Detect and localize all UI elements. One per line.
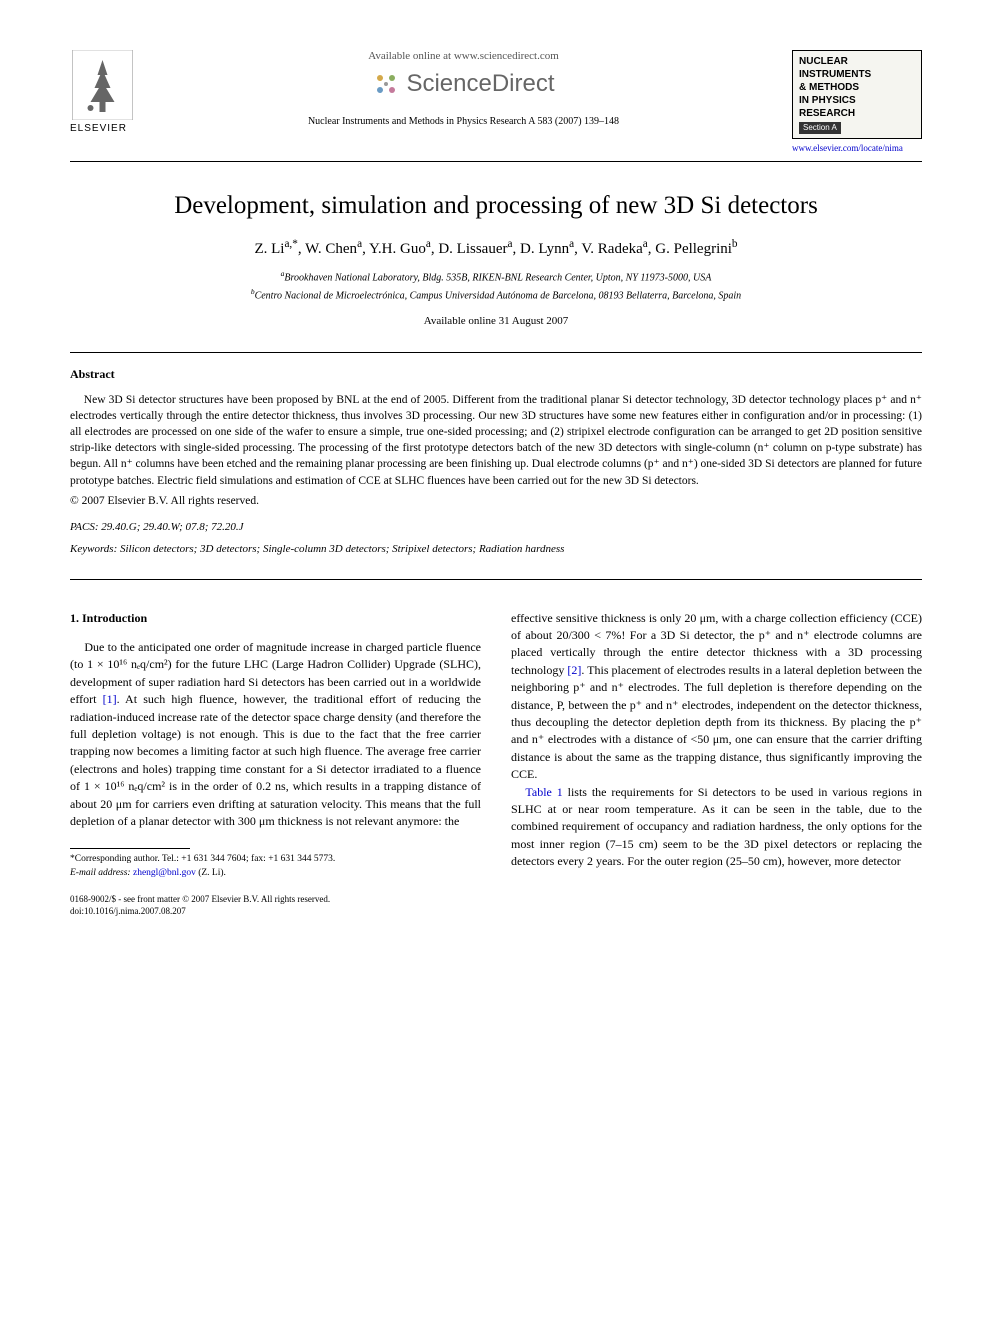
body-paragraph: Table 1 lists the requirements for Si de… [511,784,922,871]
affiliation-b: bCentro Nacional de Microelectrónica, Ca… [70,286,922,303]
body-two-column: 1. Introduction Due to the anticipated o… [70,610,922,918]
journal-homepage-link[interactable]: www.elsevier.com/locate/nima [792,143,922,153]
ref-link-2[interactable]: [2] [567,663,581,677]
column-left: 1. Introduction Due to the anticipated o… [70,610,481,918]
sciencedirect-logo: ScienceDirect [155,70,772,98]
footer-line1: 0168-9002/$ - see front matter © 2007 El… [70,894,481,906]
authors-list: Z. Lia,*, W. Chena, Y.H. Guoa, D. Lissau… [70,238,922,258]
journal-info-block: NUCLEAR INSTRUMENTS & METHODS IN PHYSICS… [792,50,922,153]
affiliations-block: aBrookhaven National Laboratory, Bldg. 5… [70,268,922,303]
keywords-line: Keywords: Silicon detectors; 3D detector… [70,543,922,555]
affiliation-a: aBrookhaven National Laboratory, Bldg. 5… [70,268,922,285]
journal-section-badge: Section A [799,122,841,134]
section-1-heading: 1. Introduction [70,610,481,627]
footer-doi: doi:10.1016/j.nima.2007.08.207 [70,906,481,918]
journal-box-line: IN PHYSICS [799,94,915,107]
corresponding-author-footnote: *Corresponding author. Tel.: +1 631 344 … [70,853,481,866]
abstract-heading: Abstract [70,367,922,382]
journal-box-line: NUCLEAR [799,55,915,68]
page-root: ELSEVIER Available online at www.science… [0,0,992,957]
publisher-block: ELSEVIER [70,50,135,134]
ref-link-1[interactable]: [1] [103,692,117,706]
table-link-1[interactable]: Table 1 [525,785,562,799]
header-center: Available online at www.sciencedirect.co… [135,50,792,127]
pacs-line: PACS: 29.40.G; 29.40.W; 07.8; 72.20.J [70,521,922,533]
sciencedirect-icon [372,70,400,98]
sciencedirect-text: ScienceDirect [406,70,554,98]
journal-box-line: INSTRUMENTS [799,68,915,81]
body-paragraph: effective sensitive thickness is only 20… [511,610,922,784]
author-email-link[interactable]: zhengl@bnl.gov [133,868,196,878]
journal-citation: Nuclear Instruments and Methods in Physi… [155,116,772,127]
journal-box-line: & METHODS [799,81,915,94]
abstract-text: New 3D Si detector structures have been … [70,392,922,489]
available-online-text: Available online at www.sciencedirect.co… [155,50,772,62]
abstract-section: Abstract New 3D Si detector structures h… [70,352,922,580]
footnote-divider [70,848,190,849]
journal-box-line: RESEARCH [799,107,915,120]
page-footer: 0168-9002/$ - see front matter © 2007 El… [70,894,481,917]
column-right: effective sensitive thickness is only 20… [511,610,922,918]
elsevier-tree-icon [70,50,135,120]
elsevier-label: ELSEVIER [70,123,127,134]
date-available: Available online 31 August 2007 [70,315,922,327]
body-paragraph: Due to the anticipated one order of magn… [70,639,481,830]
email-footnote: E-mail address: zhengl@bnl.gov (Z. Li). [70,867,481,880]
abstract-copyright: © 2007 Elsevier B.V. All rights reserved… [70,495,922,507]
article-title: Development, simulation and processing o… [70,192,922,220]
page-header: ELSEVIER Available online at www.science… [70,50,922,162]
journal-title-box: NUCLEAR INSTRUMENTS & METHODS IN PHYSICS… [792,50,922,139]
